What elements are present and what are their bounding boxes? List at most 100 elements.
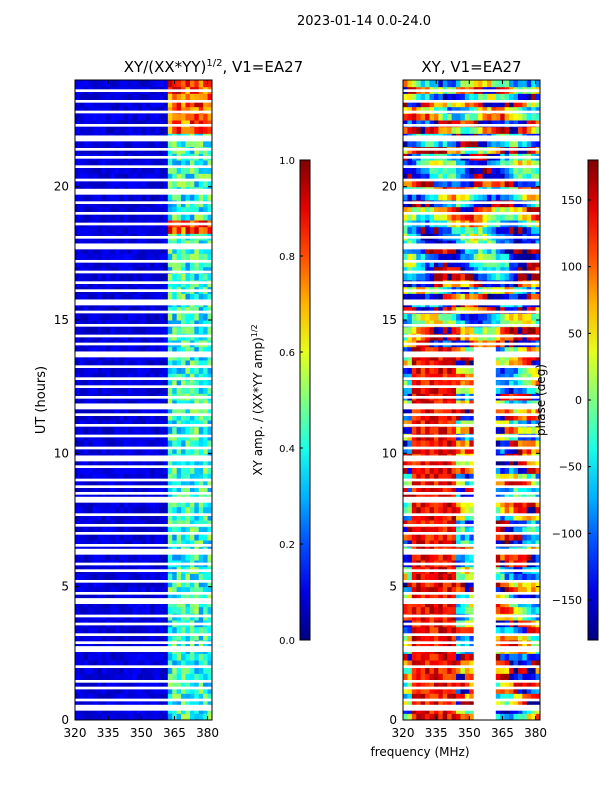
heatmap-cell bbox=[101, 293, 107, 301]
heatmap-cell bbox=[522, 533, 528, 541]
heatmap-cell bbox=[486, 360, 492, 368]
heatmap-cell bbox=[416, 573, 422, 581]
heatmap-cell bbox=[176, 480, 182, 488]
heatmap-cell bbox=[504, 440, 510, 448]
heatmap-cell bbox=[207, 633, 213, 641]
heatmap-cell bbox=[451, 666, 457, 674]
gap-row bbox=[75, 148, 212, 151]
heatmap-cell bbox=[75, 460, 80, 468]
heatmap-cell bbox=[482, 486, 488, 494]
heatmap-cell bbox=[522, 526, 528, 534]
heatmap-cell bbox=[451, 380, 457, 388]
heatmap-cell bbox=[420, 373, 426, 381]
heatmap-cell bbox=[75, 113, 80, 121]
heatmap-cell bbox=[207, 420, 213, 428]
heatmap-cell bbox=[114, 653, 120, 661]
heatmap-cell bbox=[92, 193, 98, 201]
heatmap-cell bbox=[114, 326, 120, 334]
heatmap-cell bbox=[119, 160, 125, 168]
heatmap-cell bbox=[460, 460, 466, 468]
heatmap-cell bbox=[75, 313, 80, 321]
heatmap-cell bbox=[141, 513, 147, 521]
heatmap-cell bbox=[189, 380, 195, 388]
heatmap-cell bbox=[145, 473, 151, 481]
heatmap-cell bbox=[451, 593, 457, 601]
heatmap-cell bbox=[420, 386, 426, 394]
heatmap-cell bbox=[158, 540, 164, 548]
gap-row bbox=[75, 665, 212, 668]
heatmap-cell bbox=[128, 93, 133, 101]
heatmap-cell bbox=[185, 360, 191, 368]
heatmap-cell bbox=[181, 113, 186, 121]
heatmap-cell bbox=[123, 446, 129, 454]
heatmap-cell bbox=[145, 246, 151, 254]
heatmap-cell bbox=[491, 313, 497, 321]
heatmap-cell bbox=[92, 120, 98, 128]
heatmap-cell bbox=[464, 606, 470, 614]
heatmap-cell bbox=[429, 346, 435, 354]
heatmap-cell bbox=[167, 553, 173, 561]
heatmap-cell bbox=[473, 466, 479, 474]
heatmap-cell bbox=[79, 580, 85, 588]
heatmap-cell bbox=[145, 713, 151, 721]
heatmap-cell bbox=[185, 273, 191, 281]
heatmap-cell bbox=[473, 513, 479, 521]
heatmap-cell bbox=[425, 633, 431, 641]
heatmap-cell bbox=[75, 586, 80, 594]
heatmap-cell bbox=[79, 166, 85, 174]
heatmap-cell bbox=[456, 500, 461, 508]
heatmap-cell bbox=[105, 93, 111, 101]
heatmap-cell bbox=[97, 500, 103, 508]
heatmap-cell bbox=[136, 313, 142, 321]
heatmap-cell bbox=[83, 660, 89, 668]
heatmap-cell bbox=[114, 446, 120, 454]
heatmap-cell bbox=[114, 320, 120, 328]
heatmap-cell bbox=[97, 413, 103, 421]
heatmap-cell bbox=[442, 406, 448, 414]
heatmap-cell bbox=[141, 366, 147, 374]
heatmap-cell bbox=[83, 653, 89, 661]
heatmap-cell bbox=[531, 413, 537, 421]
heatmap-cell bbox=[442, 606, 448, 614]
heatmap-cell bbox=[158, 480, 164, 488]
heatmap-cell bbox=[119, 180, 125, 188]
heatmap-cell bbox=[110, 246, 116, 254]
heatmap-cell bbox=[97, 540, 103, 548]
heatmap-cell bbox=[425, 373, 431, 381]
heatmap-cell bbox=[469, 420, 475, 428]
amplitude-colorbar: 0.00.20.40.60.81.0XY amp. / (XX*YY amp)1… bbox=[250, 156, 311, 647]
heatmap-cell bbox=[526, 486, 532, 494]
heatmap-cell bbox=[189, 326, 195, 334]
heatmap-cell bbox=[451, 460, 457, 468]
heatmap-cell bbox=[482, 526, 488, 534]
heatmap-cell bbox=[167, 366, 173, 374]
heatmap-cell bbox=[150, 213, 156, 221]
heatmap-cell bbox=[92, 266, 98, 274]
heatmap-cell bbox=[207, 426, 213, 434]
heatmap-cell bbox=[163, 460, 169, 468]
heatmap-cell bbox=[88, 213, 94, 221]
heatmap-cell bbox=[145, 466, 151, 474]
heatmap-cell bbox=[172, 486, 178, 494]
heatmap-cell bbox=[123, 106, 129, 114]
heatmap-cell bbox=[425, 326, 431, 334]
heatmap-cell bbox=[176, 326, 182, 334]
heatmap-cell bbox=[136, 260, 142, 268]
heatmap-cell bbox=[145, 460, 151, 468]
heatmap-cell bbox=[513, 553, 519, 561]
heatmap-cell bbox=[198, 273, 204, 281]
heatmap-cell bbox=[181, 500, 186, 508]
heatmap-cell bbox=[92, 473, 98, 481]
heatmap-cell bbox=[101, 540, 107, 548]
heatmap-cell bbox=[203, 293, 209, 301]
heatmap-cell bbox=[491, 366, 497, 374]
heatmap-cell bbox=[176, 266, 182, 274]
heatmap-cell bbox=[92, 180, 98, 188]
amplitude-plot-frame bbox=[74, 79, 213, 721]
heatmap-cell bbox=[451, 586, 457, 594]
heatmap-cell bbox=[176, 166, 182, 174]
heatmap-cell bbox=[456, 413, 461, 421]
heatmap-cell bbox=[181, 120, 186, 128]
heatmap-cell bbox=[105, 660, 111, 668]
heatmap-cell bbox=[132, 273, 138, 281]
